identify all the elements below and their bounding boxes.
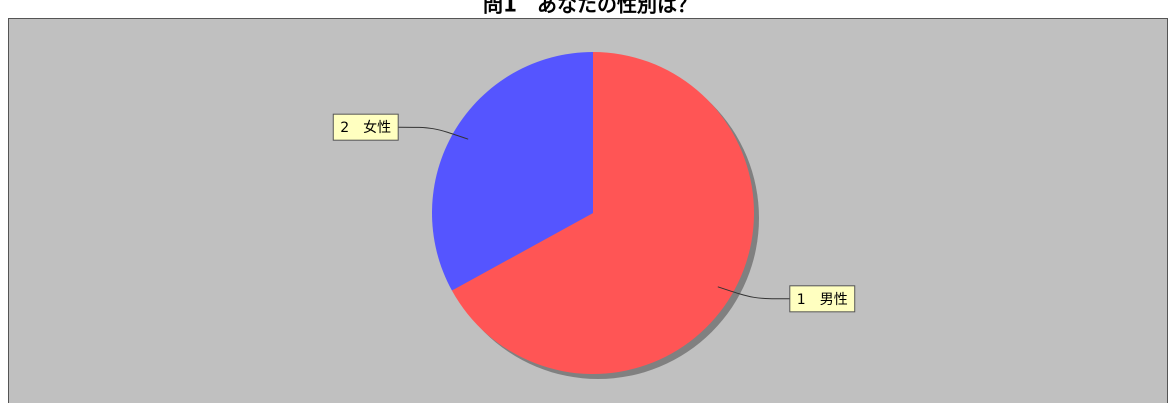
pie-slice [432, 52, 593, 291]
leader-line [398, 126, 469, 140]
label-box [332, 113, 399, 141]
slice-label: 1 男性 [797, 292, 848, 308]
label-box [789, 285, 856, 313]
chart-title: 問1 あなたの性別は？ [483, 0, 697, 17]
slice-label: 2 女性 [340, 119, 391, 136]
pie-slice [451, 52, 755, 374]
leader-line [717, 286, 790, 300]
